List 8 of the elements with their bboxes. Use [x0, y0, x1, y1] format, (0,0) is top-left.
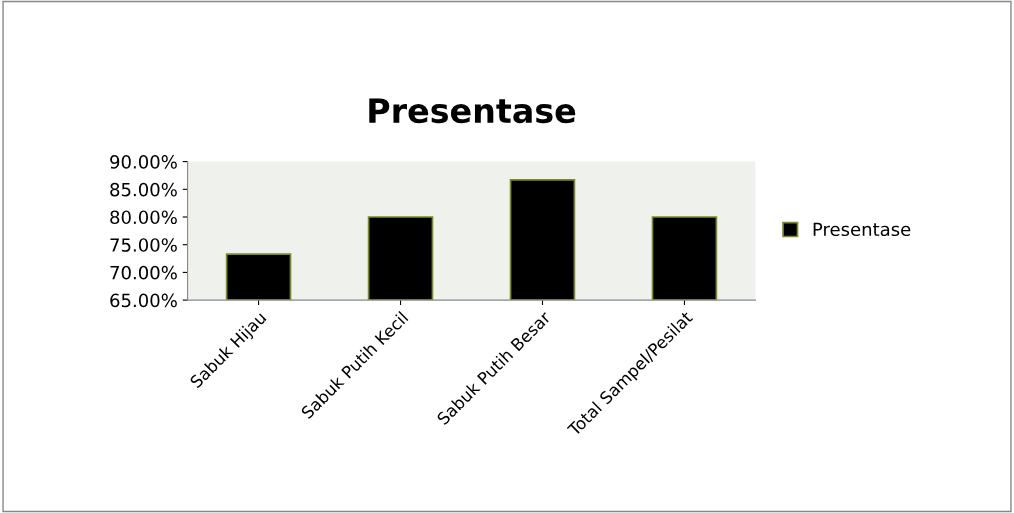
legend-label: Presentase [813, 222, 911, 237]
y-tick-label: 65.00% [110, 293, 177, 308]
chart-title: Presentase [369, 98, 576, 124]
y-tick-label: 90.00% [110, 155, 177, 169]
y-tick-label: 80.00% [110, 210, 177, 225]
y-tick-label: 85.00% [110, 182, 177, 197]
y-tick-label: 75.00% [110, 238, 177, 252]
y-tick-label: 70.00% [110, 265, 177, 280]
